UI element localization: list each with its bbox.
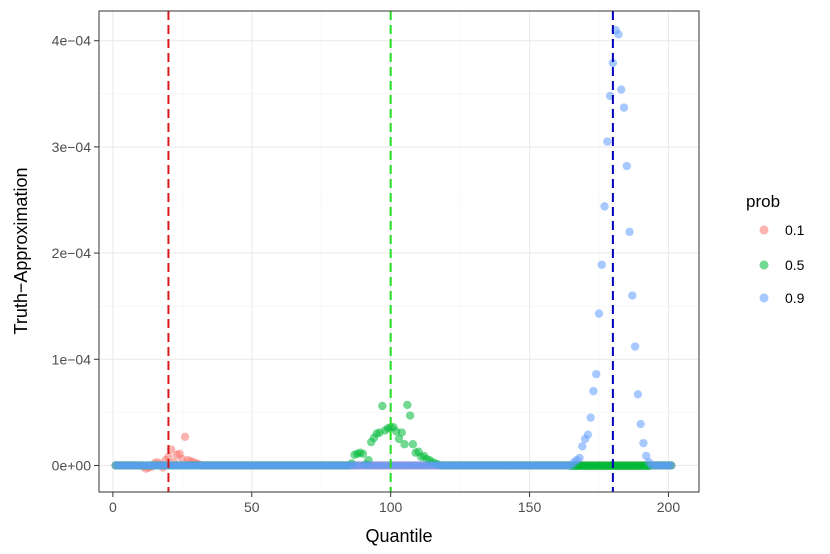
legend-title: prob	[746, 192, 780, 211]
legend-label-0.5: 0.5	[785, 257, 805, 273]
data-point	[378, 401, 387, 411]
data-point	[630, 342, 640, 351]
data-point	[642, 451, 651, 461]
reference-lines	[167, 11, 614, 492]
data-point	[594, 309, 604, 318]
y-tick-label: 4e−04	[52, 33, 92, 49]
data-point	[583, 430, 593, 439]
x-axis: 0 50 100 150 200	[109, 492, 680, 515]
y-tick-label: 1e−04	[52, 351, 92, 367]
data-point	[397, 428, 406, 437]
data-point	[617, 85, 626, 94]
data-point	[405, 411, 415, 420]
data-point	[619, 103, 629, 112]
data-point	[603, 137, 612, 146]
x-tick-label: 50	[244, 499, 260, 515]
data-point	[608, 58, 618, 68]
data-point	[164, 452, 173, 462]
data-point	[625, 227, 634, 237]
data-point	[180, 432, 190, 441]
data-point	[358, 449, 368, 458]
y-axis-title: Truth−Approximation	[11, 168, 31, 335]
plot-panel	[99, 11, 699, 492]
x-tick-label: 150	[518, 499, 542, 515]
minor-grid	[99, 11, 699, 492]
data-point	[622, 161, 631, 171]
data-points	[111, 25, 676, 473]
data-point	[628, 291, 637, 300]
x-tick-label: 100	[379, 499, 403, 515]
data-point	[575, 453, 584, 463]
data-point	[597, 260, 606, 269]
y-tick-label: 2e−04	[52, 245, 92, 261]
data-point	[667, 461, 676, 470]
data-point	[592, 369, 601, 379]
legend-key-0.1	[759, 225, 769, 235]
legend: prob 0.1 0.5 0.9	[746, 192, 805, 306]
legend-label-0.9: 0.9	[785, 290, 805, 306]
x-axis-title: Quantile	[365, 526, 432, 546]
plot-panel-border	[98, 10, 700, 493]
x-tick-label: 200	[657, 499, 681, 515]
y-tick-label: 3e−04	[52, 139, 92, 155]
data-point	[614, 30, 623, 39]
data-point	[408, 440, 418, 449]
legend-label-0.1: 0.1	[785, 222, 805, 238]
legend-key-0.9	[759, 293, 769, 303]
legend-key-0.5	[759, 260, 769, 270]
y-axis: 0e+00 1e−04 2e−04 3e−04 4e−04	[52, 33, 99, 473]
data-point	[636, 419, 645, 429]
y-tick-label: 0e+00	[52, 457, 92, 473]
data-point	[589, 386, 598, 396]
data-point	[586, 413, 595, 422]
data-point	[400, 440, 409, 449]
x-tick-label: 0	[109, 499, 117, 515]
data-point	[403, 400, 412, 410]
data-point	[633, 390, 643, 399]
data-point	[578, 442, 587, 451]
data-point	[394, 434, 404, 444]
data-point	[639, 438, 648, 448]
data-point	[600, 202, 609, 211]
data-point	[644, 458, 654, 467]
